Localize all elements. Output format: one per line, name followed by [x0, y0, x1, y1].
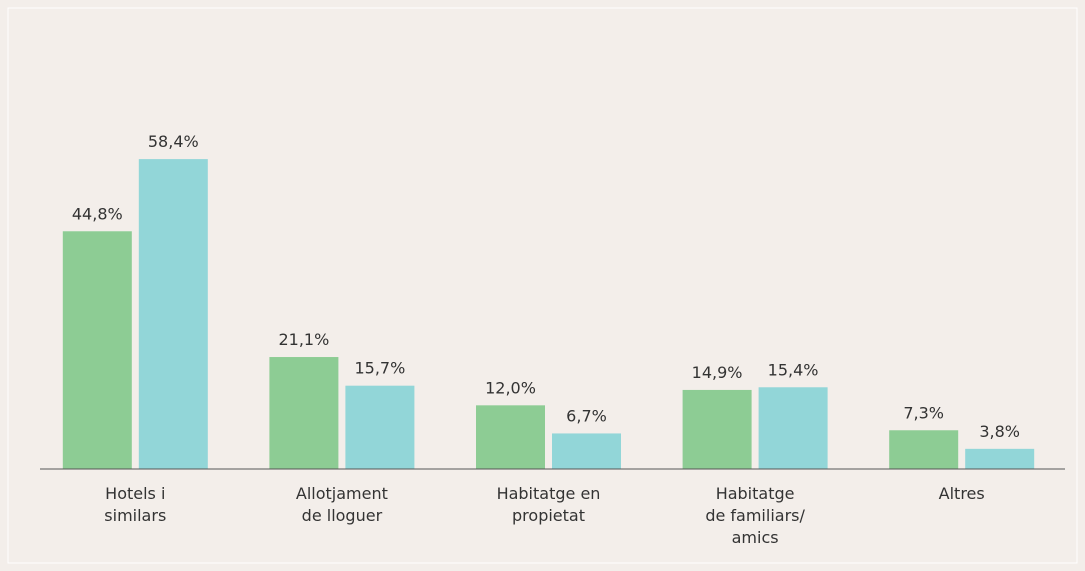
bar	[62, 231, 132, 469]
value-label: 44,8%	[72, 204, 123, 223]
bar	[269, 357, 339, 469]
x-tick-label: Habitatge de familiars/amics	[705, 484, 805, 547]
value-label: 21,1%	[278, 330, 329, 349]
x-tick-label: Allotjament de lloguer	[296, 484, 388, 525]
bar	[552, 433, 621, 469]
x-tick-label: Altres	[939, 484, 985, 503]
value-label: 3,8%	[979, 422, 1020, 441]
bar	[889, 430, 959, 469]
value-label: 15,7%	[354, 359, 405, 378]
bar	[682, 389, 752, 469]
value-label: 12,0%	[485, 378, 536, 397]
value-label: 6,7%	[566, 406, 607, 425]
bar	[758, 387, 828, 469]
x-tick-label: Habitatge en propietat	[497, 484, 601, 525]
value-label: 14,9%	[692, 363, 743, 382]
bar	[476, 405, 545, 469]
value-label: 58,4%	[148, 132, 199, 151]
value-label: 15,4%	[768, 360, 819, 379]
value-label: 7,3%	[903, 403, 944, 422]
bar	[345, 385, 415, 469]
x-tick-label: Hotels i similars	[104, 484, 166, 525]
bar	[138, 159, 208, 470]
bar	[965, 448, 1035, 469]
